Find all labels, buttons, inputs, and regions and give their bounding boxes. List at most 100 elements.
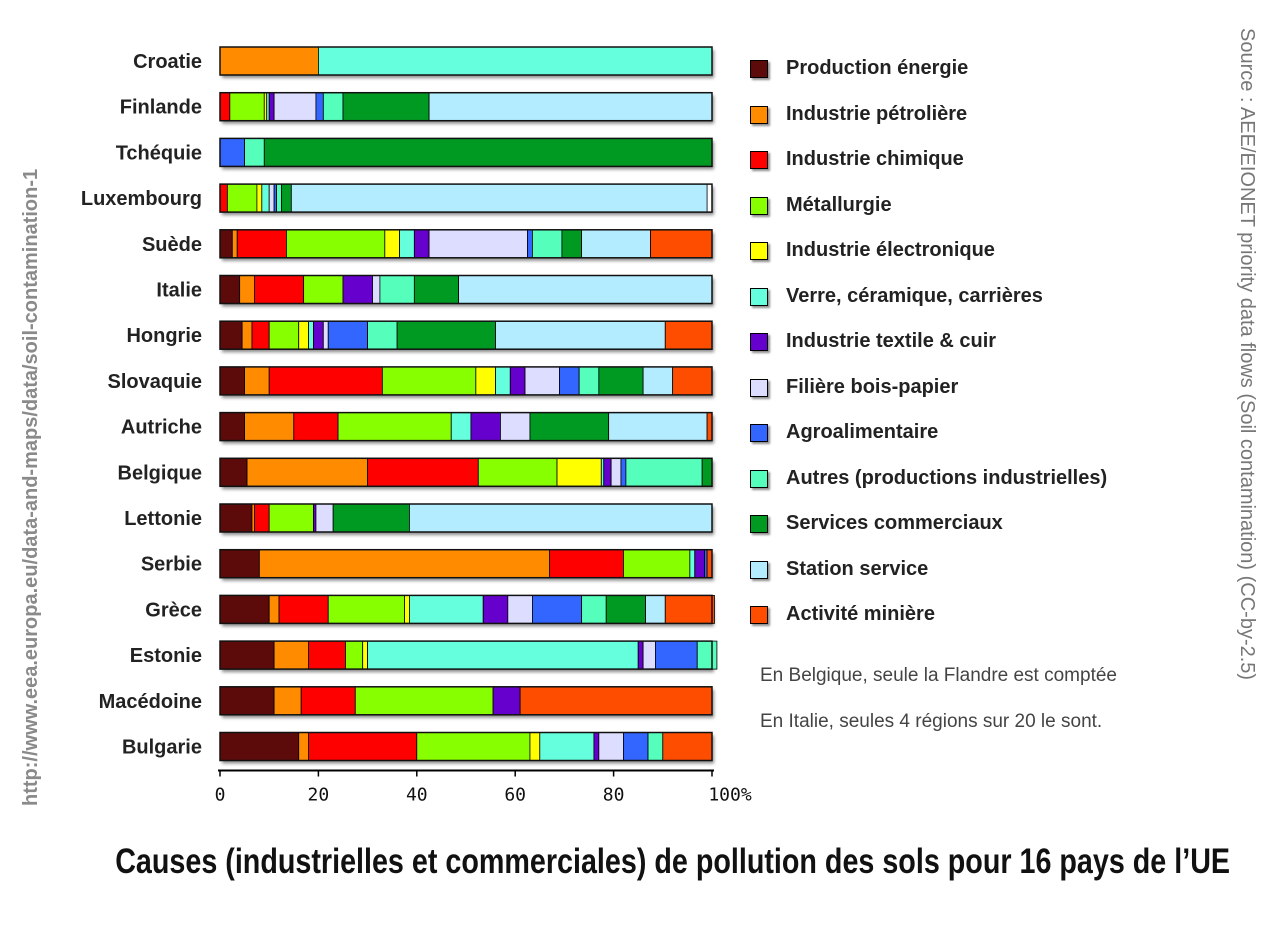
bar-segment-hongrie-autres-productions-industrielles [367, 320, 398, 350]
bar-segment-grece-industrie-chimique [278, 595, 329, 624]
bar-segment-finlande-metallurgie [229, 92, 265, 122]
x-tick-label: 0 [215, 785, 226, 806]
bar-segment-slovaquie-industrie-petroliere [244, 366, 270, 396]
bar-segment-slovaquie-industrie-electronique [475, 366, 496, 396]
bar-segment-estonie-production-energie [219, 640, 275, 670]
bar-segment-suede-industrie-petroliere [231, 229, 238, 259]
legend-label: Verre, céramique, carrières [786, 284, 1043, 307]
category-label-croatie: Croatie [133, 51, 202, 73]
bar-segment-estonie-autres-productions-industrielles [696, 640, 718, 670]
category-labels: Croatie Finlande Tchéquie Luxembourg Suède It… [81, 51, 202, 759]
bar-outline [219, 503, 713, 533]
bar-segment-bulgarie-industrie-electronique [529, 732, 541, 761]
bar-row-croatie [219, 46, 713, 76]
bar-segment-autriche-station-service [608, 412, 708, 442]
bar-segment-lettonie-station-service [409, 503, 713, 533]
bar-segment-suede-station-service [581, 229, 651, 259]
bar-row-macedoine [219, 686, 713, 716]
bar-segment-grece-station-service [645, 595, 666, 624]
bar-segment-luxembourg-industrie-chimique [219, 183, 228, 213]
bar-outline [219, 548, 713, 579]
category-label-autriche: Autriche [121, 417, 202, 439]
legend-swatch [750, 333, 768, 351]
x-tick-label: 20 [308, 785, 330, 806]
bar-segment-belgique-industrie-electronique [556, 457, 602, 487]
source-url: http://www.eea.europa.eu/data-and-maps/d… [20, 168, 42, 806]
bar-segment-croatie-verre-ceramique-carrieres [317, 46, 713, 76]
category-label-tchequie: Tchéquie [116, 142, 202, 164]
bar-segment-hongrie-industrie-electronique [298, 320, 309, 350]
bar-segment-bulgarie-agroalimentaire [623, 732, 649, 761]
bar-segment-hongrie-filiere-bois-papier [322, 320, 329, 350]
bar-segment-lettonie-industrie-chimique [254, 503, 270, 533]
legend-item-verre-ceramique-carrieres: Verre, céramique, carrières [750, 284, 1190, 330]
bar-segment-hongrie-services-commerciaux [396, 320, 496, 350]
bar-segment-luxembourg-services-commerciaux [281, 183, 292, 213]
bar-segment-tchequie-services-commerciaux [263, 137, 713, 167]
bar-segment-suede-industrie-chimique [236, 229, 287, 259]
bar-segment-grece-agroalimentaire [532, 595, 583, 624]
bar-segment-hongrie-agroalimentaire [327, 320, 368, 350]
legend-swatch [750, 560, 768, 579]
bar-outline [219, 457, 713, 488]
bars-layer [219, 46, 718, 762]
bar-segment-belgique-agroalimentaire [620, 457, 627, 487]
bar-segment-suede-activite-miniere [650, 229, 713, 259]
bar-row-lettonie [219, 503, 713, 533]
bar-segment-autriche-industrie-chimique [293, 412, 339, 442]
bar-segment-serbie-industrie-chimique [549, 549, 624, 579]
category-label-grece: Grèce [145, 599, 202, 621]
bar-segment-bulgarie-activite-miniere [662, 732, 713, 761]
bar-segment-tchequie-autres-productions-industrielles [244, 137, 265, 167]
legend-label: Industrie textile & cuir [786, 330, 997, 352]
bar-segment-italie-station-service [458, 275, 713, 304]
bar-segment-autriche-verre-ceramique-carrieres [450, 412, 472, 442]
legend-swatch [750, 60, 768, 78]
legend-item-autres-productions-industrielles: Autres (productions industrielles) [750, 466, 1190, 512]
bar-outline [219, 91, 713, 122]
bar-segment-suede-agroalimentaire [527, 229, 533, 259]
note-italy: En Italie, seules 4 régions sur 20 le so… [760, 711, 1103, 732]
legend-item-industrie-petroliere: Industrie pétrolière [750, 102, 1190, 148]
bar-segment-bulgarie-autres-productions-industrielles [647, 732, 664, 761]
bar-segment-serbie-production-energie [219, 549, 260, 579]
category-label-finlande: Finlande [120, 97, 202, 119]
bar-segment-belgique-services-commerciaux [701, 457, 713, 487]
x-tick-label: 60 [504, 785, 526, 806]
bar-segment-italie-autres-productions-industrielles [379, 275, 415, 304]
legend-swatch [750, 242, 768, 260]
bar-segment-italie-metallurgie [303, 275, 344, 304]
bar-segment-slovaquie-activite-miniere [672, 366, 713, 396]
bar-segment-estonie-industrie-electronique [362, 640, 368, 670]
legend-label: Station service [786, 557, 929, 580]
bar-segment-slovaquie-metallurgie [381, 366, 477, 396]
legend-item-industrie-textile-cuir: Industrie textile & cuir [750, 329, 1190, 375]
bar-segment-hongrie-station-service [495, 320, 666, 350]
bar-outline [219, 731, 713, 762]
legend-label: Services commerciaux [786, 512, 1003, 534]
legend-label: Production énergie [786, 57, 969, 79]
bar-segment-autriche-filiere-bois-papier [500, 412, 531, 442]
legend-label: Industrie chimique [786, 148, 964, 170]
source-credit: Source : AEE/EIONET priority data flows … [1236, 28, 1258, 681]
legend: Production énergie Industrie pétrolière In… [750, 56, 1190, 648]
legend-item-activite-miniere: Activité minière [750, 602, 1190, 648]
bar-segment-luxembourg-verre-ceramique-carrieres [261, 183, 270, 213]
legend-swatch [750, 196, 768, 215]
bar-row-italie [219, 274, 713, 305]
bar-segment-estonie-metallurgie [345, 640, 364, 670]
bar-segment-serbie-metallurgie [623, 549, 691, 579]
bar-row-hongrie [219, 320, 713, 350]
bar-segment-estonie-industrie-petroliere [273, 640, 309, 670]
bar-segment-luxembourg-filiere-bois-papier [268, 183, 275, 213]
bar-segment-luxembourg-autres-productions-industrielles [276, 183, 282, 213]
bar-outline [219, 640, 713, 670]
legend-item-station-service: Station service [750, 557, 1190, 603]
bar-segment-suede-industrie-electronique [384, 229, 400, 259]
bar-outline [219, 594, 713, 625]
bar-segment-italie-services-commerciaux [413, 275, 460, 304]
bar-segment-croatie-industrie-petroliere [219, 46, 319, 76]
category-label-luxembourg: Luxembourg [81, 188, 202, 210]
bar-segment-finlande-filiere-bois-papier [273, 92, 317, 122]
bar-segment-hongrie-industrie-textile-cuir [313, 320, 324, 350]
